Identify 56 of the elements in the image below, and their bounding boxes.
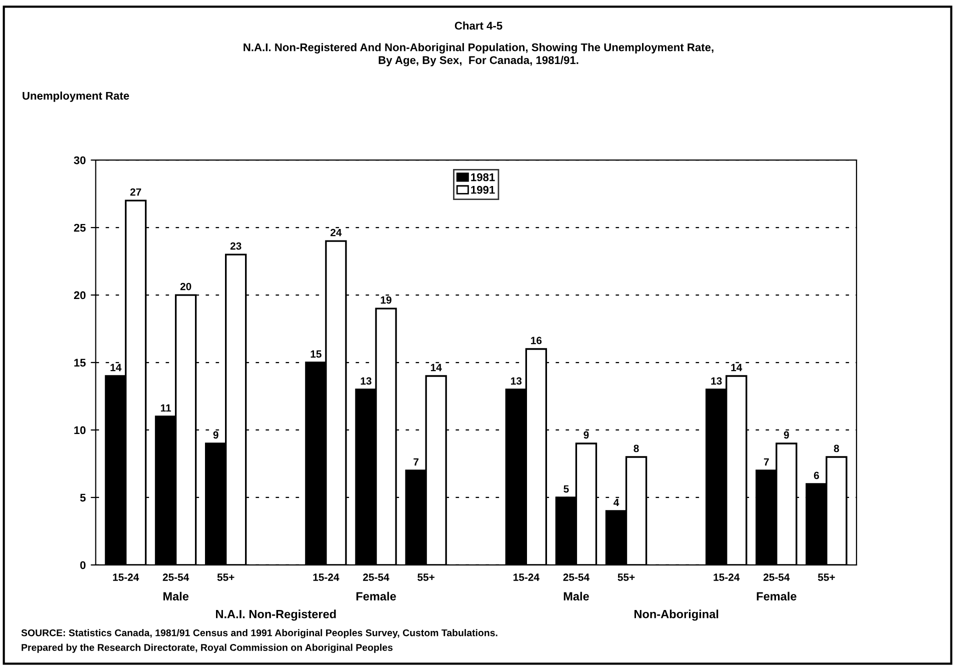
- data-label: 14: [731, 364, 742, 372]
- x-tick-label: 15-24: [514, 574, 540, 581]
- data-label: 4: [614, 498, 620, 506]
- text: Female: [756, 592, 796, 601]
- y-axis-title: Unemployment Rate: [22, 92, 130, 102]
- data-label: 14: [110, 364, 122, 372]
- y-tick-label: 30: [74, 156, 86, 164]
- data-label: 14: [430, 364, 442, 372]
- x-tick-label: 15-24: [313, 574, 340, 581]
- x-tick-label: 25-54: [563, 574, 590, 581]
- data-label: 6: [814, 472, 819, 480]
- data-label: 8: [834, 444, 840, 452]
- data-label: 7: [414, 458, 418, 466]
- data-label: 16: [531, 336, 542, 344]
- data-label: 7: [764, 458, 769, 466]
- text: Male: [163, 592, 189, 601]
- x-tick-label: 25-54: [763, 574, 790, 581]
- data-label: 11: [160, 404, 171, 412]
- data-label: 19: [380, 296, 392, 304]
- data-label: 15: [310, 350, 322, 358]
- y-tick-label: 25: [74, 224, 86, 232]
- y-tick-label: 15: [74, 358, 86, 367]
- legend-label: 1991: [471, 186, 495, 194]
- data-label: 9: [213, 431, 218, 439]
- x-tick-label: 55+: [217, 574, 234, 581]
- data-label: 23: [230, 242, 242, 250]
- x-tick-label: 55+: [618, 574, 635, 581]
- data-label: 5: [564, 485, 569, 493]
- chart-subtitle: N.A.I. Non-Registered And Non-Aboriginal Population, Showing The Unemployment Rate, By Age, By Sex, For Canada, 1981/91.: [244, 43, 714, 66]
- data-label: 8: [634, 444, 639, 452]
- data-label: 9: [784, 431, 789, 439]
- data-label: 27: [130, 188, 142, 196]
- data-label: 13: [360, 377, 372, 385]
- y-tick-label: 20: [74, 291, 86, 300]
- y-tick-label: 0: [80, 561, 86, 570]
- source-note: SOURCE: Statistics Canada, 1981/91 Census and 1991 Aboriginal Peoples Survey, Custom Tabulations.: [21, 629, 498, 638]
- legend-label: 1981: [471, 173, 495, 182]
- x-tick-label: 55+: [818, 574, 835, 581]
- x-tick-label: 55+: [418, 574, 434, 581]
- text: Non-Aboriginal: [634, 610, 718, 621]
- text: Female: [356, 592, 396, 601]
- data-label: 9: [584, 431, 589, 439]
- text: N.A.I. Non-Registered: [216, 610, 336, 621]
- data-label: 24: [330, 228, 342, 236]
- data-label: 13: [711, 377, 722, 385]
- text: Prepared by the Research Directorate, Royal Commission on Aboriginal Peoples: [22, 644, 393, 653]
- y-tick-label: 5: [80, 494, 86, 502]
- x-tick-label: 15-24: [714, 574, 740, 581]
- chart-title: Chart 4-5: [454, 22, 502, 30]
- x-tick-label: 25-54: [363, 574, 390, 581]
- x-tick-label: 25-54: [162, 574, 190, 581]
- text: Male: [564, 592, 589, 601]
- data-label: 20: [180, 282, 192, 290]
- y-tick-label: 10: [74, 426, 86, 434]
- data-label: 13: [511, 377, 522, 385]
- x-tick-label: 15-24: [113, 574, 139, 581]
